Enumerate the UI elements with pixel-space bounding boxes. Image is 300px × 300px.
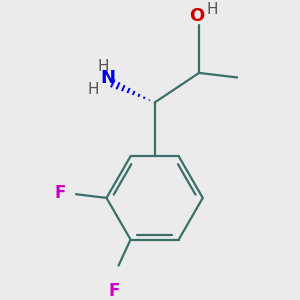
Text: O: O [189,7,204,25]
Text: H: H [206,2,218,16]
Text: H: H [97,59,109,74]
Text: F: F [108,282,120,300]
Text: N: N [101,70,116,88]
Text: F: F [54,184,66,202]
Text: H: H [88,82,99,97]
